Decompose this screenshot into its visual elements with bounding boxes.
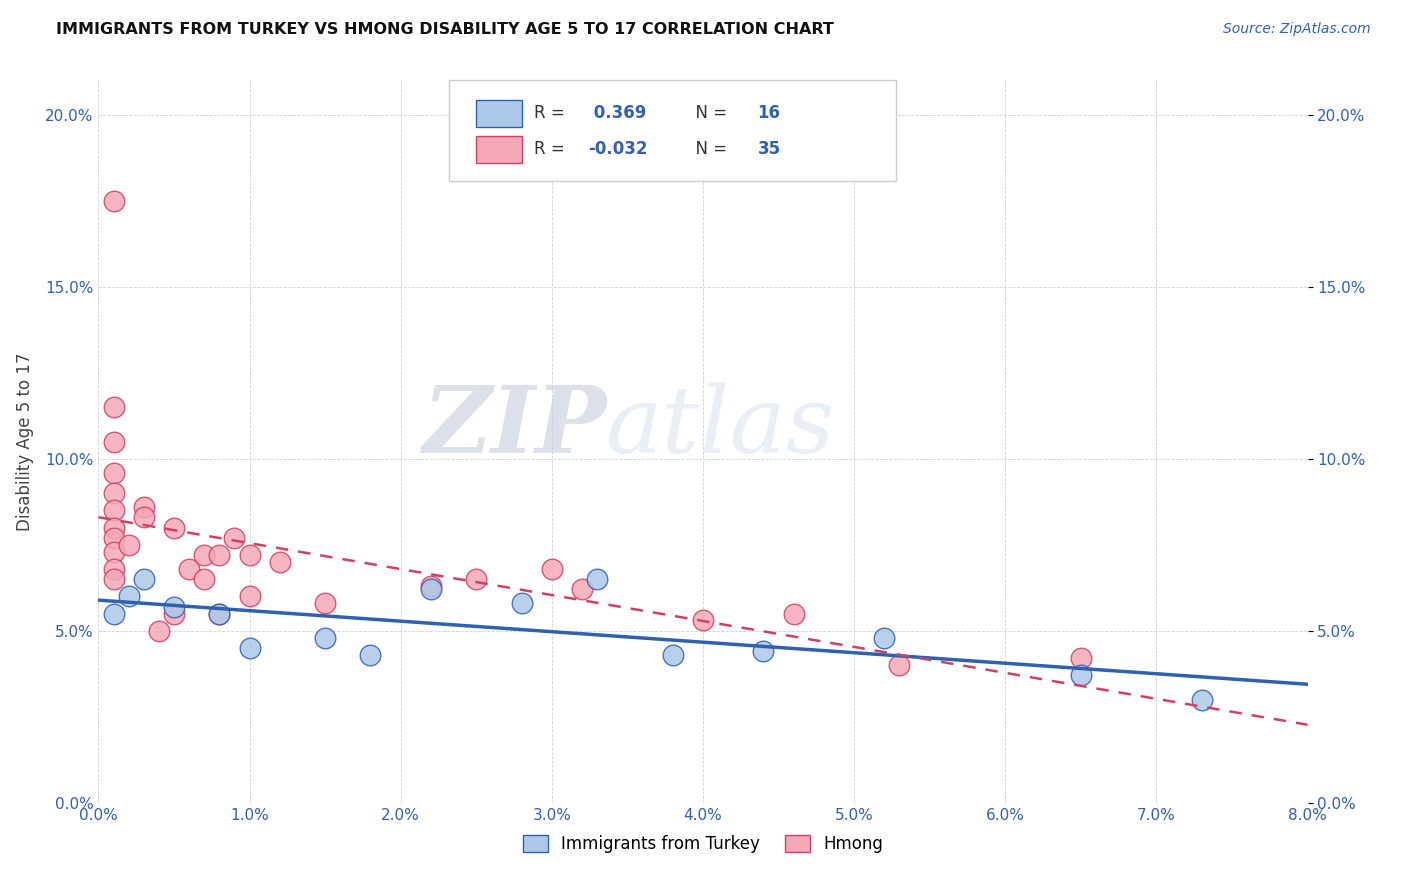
Point	[163, 520, 186, 534]
Point	[103, 520, 125, 534]
Point	[132, 572, 155, 586]
Point	[360, 648, 382, 662]
Point	[239, 640, 262, 655]
Point	[103, 486, 125, 500]
Point	[132, 500, 155, 514]
Point	[118, 538, 141, 552]
Point	[586, 572, 609, 586]
Text: 0.369: 0.369	[588, 103, 647, 122]
Point	[692, 614, 714, 628]
Point	[103, 544, 125, 558]
Point	[208, 607, 231, 621]
Text: 35: 35	[758, 140, 780, 158]
Bar	[475, 136, 522, 163]
Text: R =: R =	[534, 103, 569, 122]
Point	[314, 631, 336, 645]
Point	[208, 548, 231, 562]
Point	[873, 631, 896, 645]
Point	[661, 648, 683, 662]
Point	[1070, 668, 1092, 682]
Point	[103, 531, 125, 545]
Bar	[475, 100, 522, 128]
Point	[889, 658, 911, 673]
Point	[239, 590, 262, 604]
Text: R =: R =	[534, 140, 569, 158]
Text: IMMIGRANTS FROM TURKEY VS HMONG DISABILITY AGE 5 TO 17 CORRELATION CHART: IMMIGRANTS FROM TURKEY VS HMONG DISABILI…	[56, 22, 834, 37]
Point	[103, 607, 125, 621]
Point	[208, 607, 231, 621]
Point	[132, 510, 155, 524]
Point	[103, 503, 125, 517]
Point	[571, 582, 593, 597]
Point	[314, 596, 336, 610]
Text: Source: ZipAtlas.com: Source: ZipAtlas.com	[1223, 22, 1371, 37]
Point	[239, 548, 262, 562]
Legend: Immigrants from Turkey, Hmong: Immigrants from Turkey, Hmong	[516, 828, 890, 860]
Y-axis label: Disability Age 5 to 17: Disability Age 5 to 17	[15, 352, 34, 531]
Point	[103, 466, 125, 480]
Point	[193, 548, 215, 562]
Text: -0.032: -0.032	[588, 140, 648, 158]
Text: 16: 16	[758, 103, 780, 122]
Point	[103, 400, 125, 414]
Point	[269, 555, 291, 569]
Point	[1070, 651, 1092, 665]
Point	[752, 644, 775, 658]
FancyBboxPatch shape	[449, 80, 897, 181]
Point	[163, 607, 186, 621]
Text: N =: N =	[685, 140, 733, 158]
Point	[103, 562, 125, 576]
Point	[224, 531, 246, 545]
Point	[118, 590, 141, 604]
Point	[103, 434, 125, 449]
Point	[163, 599, 186, 614]
Point	[103, 572, 125, 586]
Point	[179, 562, 201, 576]
Point	[1191, 692, 1213, 706]
Text: N =: N =	[685, 103, 733, 122]
Point	[148, 624, 170, 638]
Text: atlas: atlas	[606, 382, 835, 472]
Point	[420, 579, 443, 593]
Text: ZIP: ZIP	[422, 382, 606, 472]
Point	[783, 607, 806, 621]
Point	[420, 582, 443, 597]
Point	[510, 596, 533, 610]
Point	[103, 194, 125, 208]
Point	[193, 572, 215, 586]
Point	[540, 562, 562, 576]
Point	[465, 572, 488, 586]
